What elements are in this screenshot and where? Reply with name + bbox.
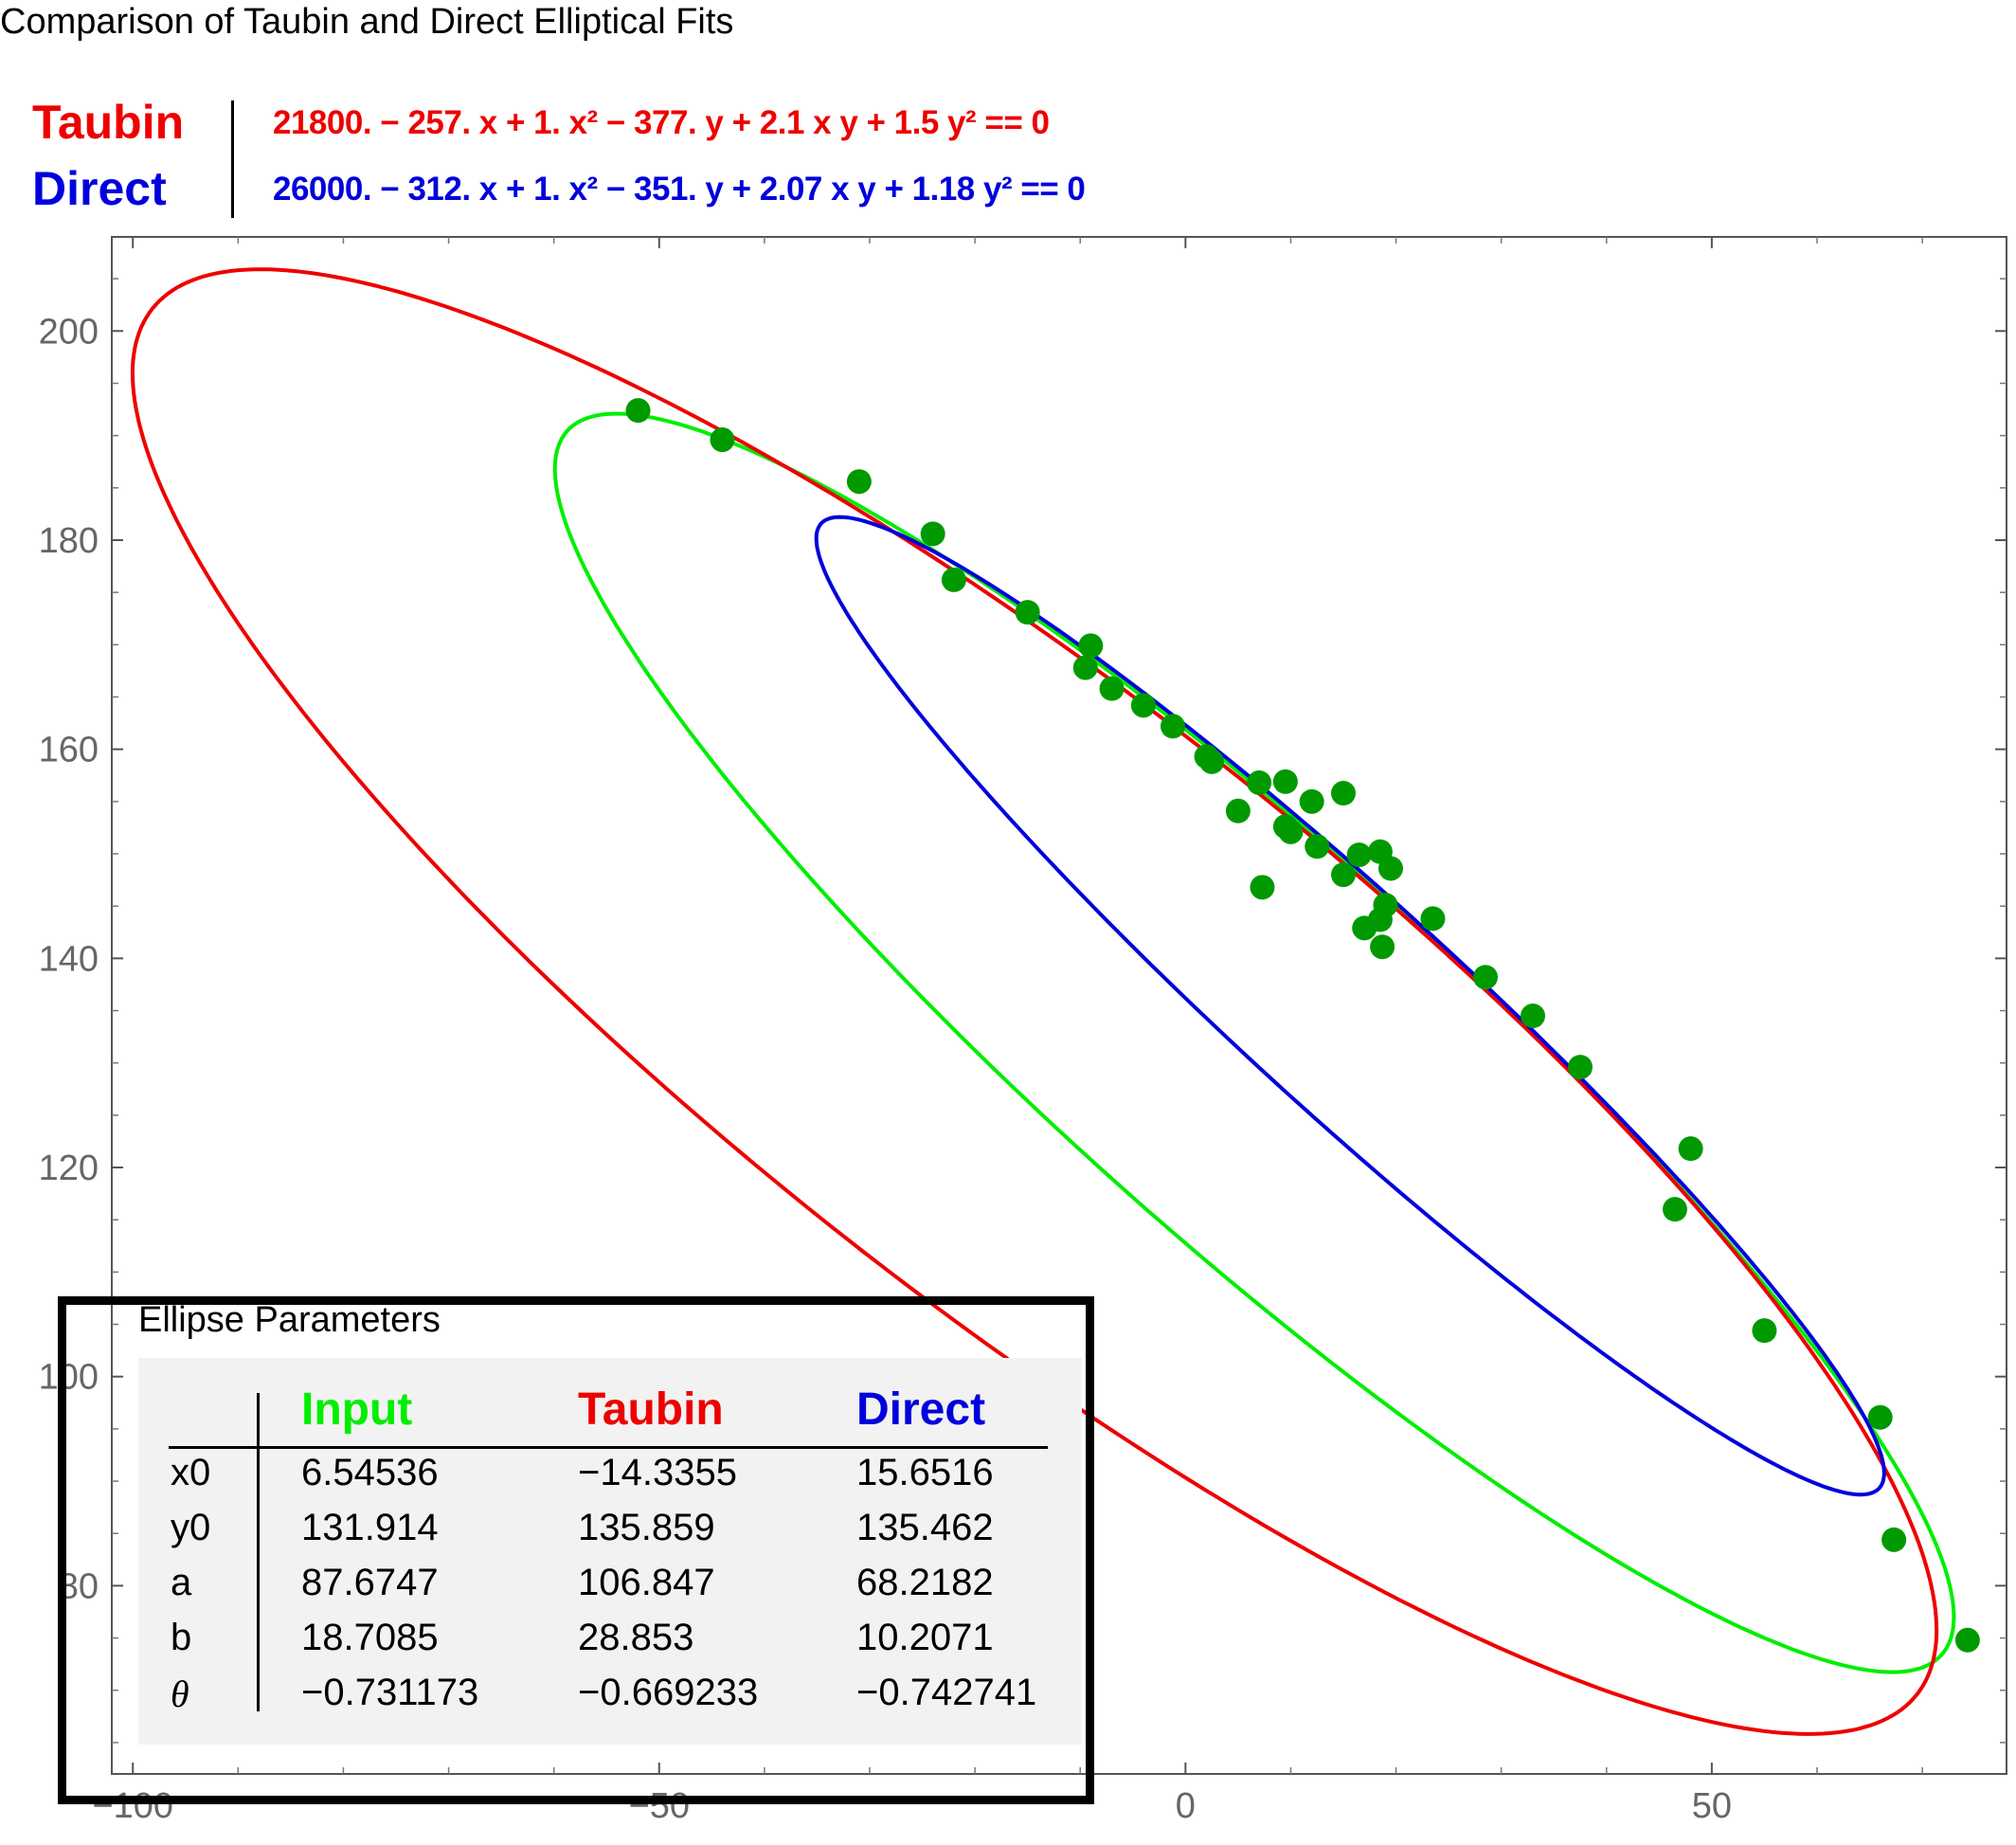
data-point <box>1225 798 1251 823</box>
y-tick-label: 200 <box>39 312 99 352</box>
params-cell: 135.859 <box>578 1507 715 1548</box>
x-tick-label: 50 <box>1692 1786 1732 1826</box>
data-point <box>941 567 966 592</box>
data-point <box>710 427 735 453</box>
data-point <box>1099 676 1125 701</box>
params-cell: 87.6747 <box>301 1562 439 1603</box>
y-tick-label: 120 <box>39 1149 99 1188</box>
y-tick-label: 160 <box>39 731 99 770</box>
data-point <box>1521 1004 1545 1029</box>
plot-frame <box>111 236 2007 1775</box>
params-cell: 106.847 <box>578 1562 715 1603</box>
data-point <box>1568 1055 1593 1080</box>
params-cell: 6.54536 <box>301 1452 439 1493</box>
params-cell: −0.669233 <box>578 1672 759 1713</box>
x-tick-label: 0 <box>1176 1786 1196 1826</box>
data-point <box>1954 1627 1980 1653</box>
params-table-title: Ellipse Parameters <box>138 1300 441 1340</box>
data-point <box>920 521 945 547</box>
params-row-label-b: b <box>171 1617 192 1658</box>
data-point <box>1250 875 1275 900</box>
data-point <box>1161 714 1185 739</box>
data-point <box>1373 893 1398 918</box>
data-point <box>1420 906 1446 932</box>
params-header-rule <box>169 1446 1048 1449</box>
chart-title: Comparison of Taubin and Direct Elliptic… <box>0 2 734 42</box>
params-cell: −14.3355 <box>578 1452 737 1493</box>
data-point <box>1299 788 1324 814</box>
y-tick-label: 180 <box>39 521 99 561</box>
data-point <box>1867 1404 1893 1430</box>
data-point <box>1278 819 1304 844</box>
params-cell: 131.914 <box>301 1507 439 1548</box>
ellipse-taubin <box>130 267 1939 1736</box>
params-cell: −0.731173 <box>301 1672 479 1713</box>
data-point <box>1305 834 1330 859</box>
data-point <box>1370 934 1395 960</box>
params-cell: −0.742741 <box>856 1672 1037 1713</box>
y-tick-label: 140 <box>39 939 99 979</box>
x-tick-label: −100 <box>92 1786 173 1826</box>
data-point <box>1331 862 1356 888</box>
data-point <box>1678 1136 1703 1162</box>
data-point <box>1881 1527 1907 1552</box>
params-header-input: Input <box>301 1384 413 1435</box>
params-header-direct: Direct <box>856 1384 986 1435</box>
data-point <box>1378 856 1403 881</box>
data-point <box>1331 781 1356 806</box>
legend-divider <box>231 100 234 218</box>
data-point <box>1346 842 1372 868</box>
params-cell: 18.7085 <box>301 1617 439 1658</box>
params-cell: 135.462 <box>856 1507 994 1548</box>
data-point <box>1130 693 1156 718</box>
params-cell: 15.6516 <box>856 1452 994 1493</box>
params-row-label-x0: x0 <box>171 1452 211 1493</box>
params-header-taubin: Taubin <box>578 1384 724 1435</box>
params-row-label-theta: θ <box>171 1673 189 1715</box>
legend-taubin-name: Taubin <box>32 96 185 149</box>
data-point <box>846 469 872 495</box>
data-point <box>1078 633 1104 659</box>
x-tick-label: −50 <box>629 1786 690 1826</box>
params-row-label-y0: y0 <box>171 1507 211 1548</box>
params-table-background <box>138 1358 1082 1745</box>
legend-taubin-equation: 21800. − 257. x + 1. x² − 377. y + 2.1 x… <box>273 104 1050 141</box>
legend-direct-name: Direct <box>32 162 167 215</box>
data-point <box>1663 1197 1687 1222</box>
params-label-rule <box>257 1393 260 1711</box>
params-cell: 28.853 <box>578 1617 694 1658</box>
data-point <box>1199 749 1225 774</box>
legend-direct-equation: 26000. − 312. x + 1. x² − 351. y + 2.07 … <box>273 171 1086 208</box>
params-table-box <box>58 1296 1094 1804</box>
y-tick-label: 100 <box>39 1358 99 1398</box>
data-point <box>625 398 651 424</box>
params-cell: 10.2071 <box>856 1617 994 1658</box>
data-point <box>1015 600 1040 625</box>
data-point <box>1752 1318 1777 1344</box>
data-point <box>1247 769 1272 795</box>
data-point <box>1473 965 1498 990</box>
ellipse-direct <box>814 515 1886 1497</box>
params-row-label-a: a <box>171 1562 192 1603</box>
data-point <box>1272 769 1298 794</box>
data-point <box>1072 655 1098 680</box>
params-cell: 68.2182 <box>856 1562 994 1603</box>
